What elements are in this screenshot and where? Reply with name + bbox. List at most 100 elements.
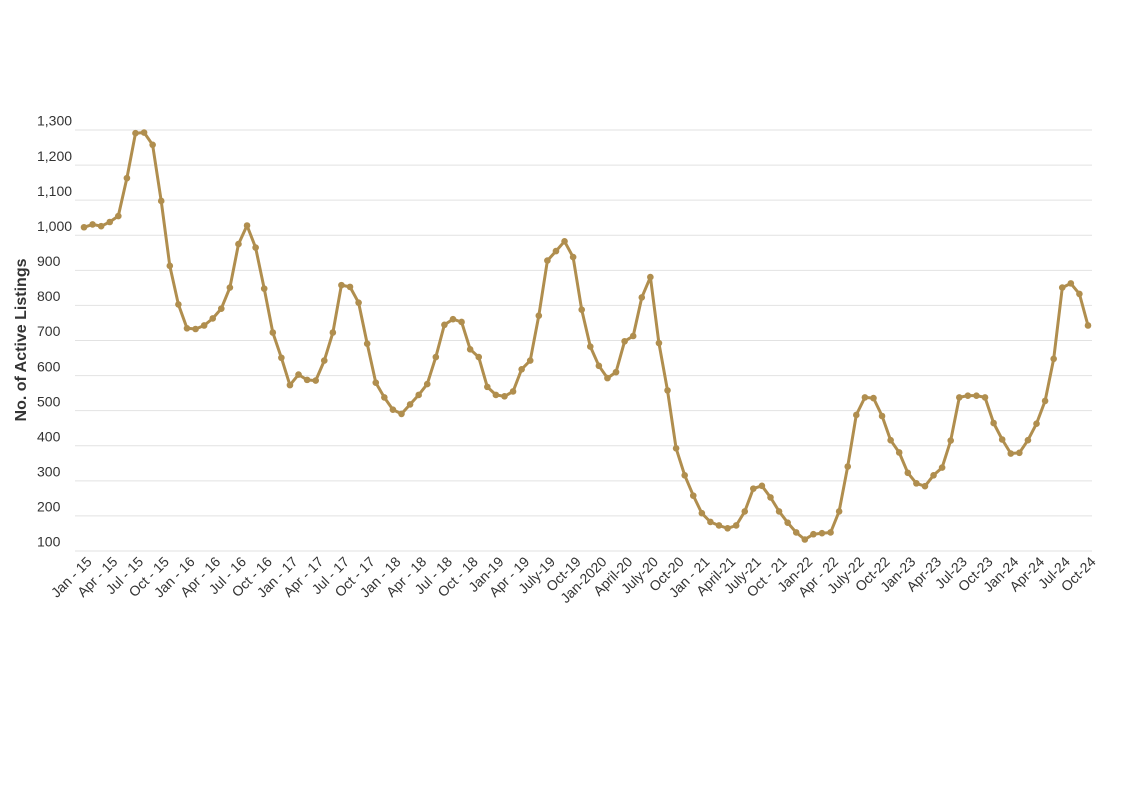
y-tick-label: 1,000 xyxy=(37,218,72,234)
data-point xyxy=(518,366,525,373)
data-point xyxy=(750,485,757,492)
data-point xyxy=(449,315,457,323)
data-point xyxy=(724,524,731,532)
data-point xyxy=(346,283,354,291)
data-point xyxy=(535,312,543,319)
y-tick-label: 1,300 xyxy=(37,113,72,129)
data-point xyxy=(1007,450,1015,457)
data-point xyxy=(338,281,345,289)
data-point xyxy=(1024,436,1032,444)
y-tick-label: 100 xyxy=(37,534,61,550)
data-point xyxy=(260,285,268,292)
data-point xyxy=(286,381,294,389)
data-point xyxy=(192,325,199,333)
data-point xyxy=(329,329,337,336)
data-point xyxy=(681,471,688,479)
data-point xyxy=(698,509,706,517)
data-point xyxy=(381,394,388,401)
data-point xyxy=(89,221,96,228)
data-point xyxy=(140,129,148,136)
data-point xyxy=(878,412,886,420)
data-point xyxy=(973,392,980,399)
data-point xyxy=(647,273,654,281)
data-point xyxy=(801,536,809,543)
data-point xyxy=(621,337,628,345)
data-point xyxy=(844,463,852,470)
data-point xyxy=(810,530,817,538)
data-point xyxy=(870,394,877,402)
y-tick-label: 800 xyxy=(37,288,61,304)
data-point xyxy=(149,141,156,149)
data-point xyxy=(921,482,929,490)
data-point xyxy=(818,529,826,537)
y-tick-label: 300 xyxy=(37,464,61,480)
data-point xyxy=(355,299,362,306)
data-point xyxy=(664,387,671,394)
data-point xyxy=(655,339,663,347)
data-point xyxy=(509,388,517,395)
data-point xyxy=(672,444,680,452)
data-point xyxy=(895,449,903,456)
data-point xyxy=(861,394,869,401)
data-point xyxy=(312,377,319,384)
data-point xyxy=(175,301,182,308)
data-point xyxy=(458,318,465,326)
y-tick-label: 200 xyxy=(37,499,61,515)
data-point xyxy=(732,522,740,529)
data-point xyxy=(441,321,448,329)
data-point xyxy=(552,247,560,255)
data-point xyxy=(741,508,749,515)
data-point xyxy=(372,379,380,386)
data-point xyxy=(981,394,989,401)
data-point xyxy=(123,174,131,182)
data-point xyxy=(484,383,491,391)
data-point xyxy=(132,129,139,137)
data-point xyxy=(466,346,474,353)
y-tick-label: 1,200 xyxy=(37,148,72,164)
data-point xyxy=(758,482,766,490)
data-point xyxy=(707,518,714,526)
data-point xyxy=(827,529,834,536)
data-point xyxy=(1067,280,1075,287)
data-point xyxy=(904,469,912,477)
data-point xyxy=(157,197,165,205)
data-point xyxy=(835,508,843,515)
y-tick-label: 900 xyxy=(37,253,61,269)
data-point xyxy=(689,492,697,499)
data-point xyxy=(1033,420,1040,428)
data-point xyxy=(501,393,508,400)
series-line xyxy=(83,131,1090,541)
data-point xyxy=(166,262,174,270)
data-point xyxy=(544,257,551,264)
data-point xyxy=(183,324,191,332)
data-point xyxy=(200,322,208,329)
data-point xyxy=(990,419,997,427)
y-axis-label: No. of Active Listings xyxy=(13,258,30,421)
data-point xyxy=(964,392,972,399)
data-point xyxy=(97,222,105,230)
data-point xyxy=(775,508,783,515)
data-point xyxy=(1058,284,1066,291)
data-point xyxy=(423,380,431,388)
data-point xyxy=(1050,355,1057,363)
data-point xyxy=(115,212,122,220)
data-point xyxy=(913,480,920,487)
data-point xyxy=(106,218,114,226)
data-point xyxy=(853,411,860,419)
data-point xyxy=(303,376,311,384)
data-point xyxy=(398,410,405,418)
data-point xyxy=(389,406,397,413)
data-point xyxy=(595,362,603,370)
data-point xyxy=(295,371,302,378)
data-point xyxy=(492,391,500,399)
data-point xyxy=(1084,322,1092,329)
y-tick-label: 600 xyxy=(37,358,61,374)
data-point xyxy=(767,494,774,501)
data-point xyxy=(586,343,594,350)
data-point xyxy=(252,244,259,251)
data-point xyxy=(80,223,88,231)
data-point xyxy=(226,284,234,291)
y-tick-label: 1,100 xyxy=(37,183,72,199)
data-point xyxy=(406,401,414,408)
